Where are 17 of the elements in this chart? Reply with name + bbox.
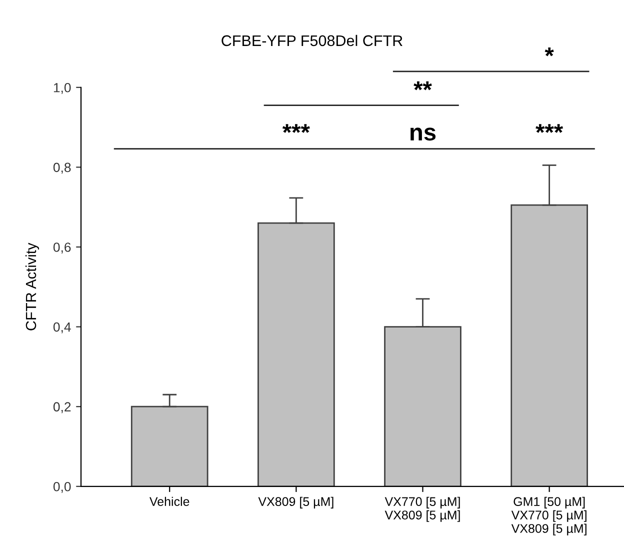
- text: *: [544, 48, 554, 56]
- y-tick-label: 0,6: [53, 242, 71, 254]
- y-axis-title: CFTR Activity: [25, 242, 40, 330]
- annotation: ***: [536, 124, 564, 133]
- y-tick-label: 0,2: [53, 402, 71, 414]
- x-tick-label: VX809 [5 µM]: [258, 496, 334, 508]
- y-tick-label: 0,8: [53, 162, 71, 174]
- y-tick-label: 0,4: [53, 322, 71, 334]
- annotation: ***: [282, 124, 310, 133]
- y-tick-label: 0,0: [53, 482, 71, 493]
- chart-title: CFBE-YFP F508Del CFTR: [222, 34, 402, 46]
- annotation: ns: [410, 128, 436, 141]
- x-tick-label: Vehicle: [150, 496, 190, 506]
- y-tick-label: 1,0: [54, 82, 71, 94]
- x-tick-label: VX770 [5 µM] VX809 [5 µM]: [384, 496, 460, 522]
- x-tick-label: GM1 [50 µM] VX770 [5 µM] VX809 [5 µM]: [511, 496, 586, 536]
- annotation: **: [414, 81, 432, 90]
